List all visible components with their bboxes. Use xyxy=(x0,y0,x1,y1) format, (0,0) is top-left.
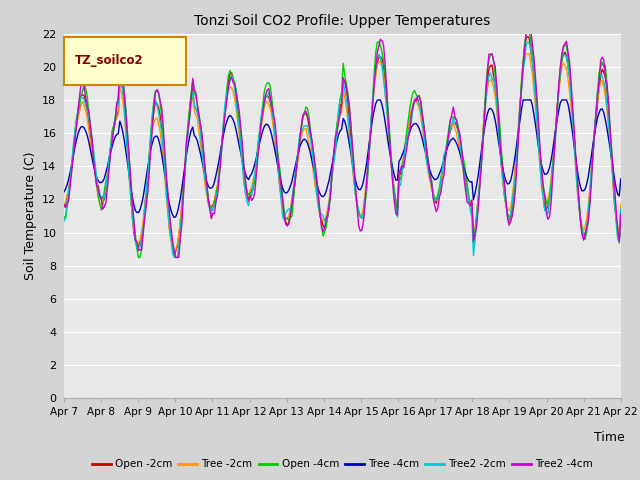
Legend: Open -2cm, Tree -2cm, Open -4cm, Tree -4cm, Tree2 -2cm, Tree2 -4cm: Open -2cm, Tree -2cm, Open -4cm, Tree -4… xyxy=(88,455,597,473)
Tree2 -2cm xyxy=(589,152,596,158)
Open -2cm xyxy=(129,212,136,218)
Y-axis label: Soil Temperature (C): Soil Temperature (C) xyxy=(24,152,36,280)
Open -2cm xyxy=(246,192,254,198)
Tree2 -4cm xyxy=(129,199,136,204)
Tree -4cm xyxy=(170,215,178,220)
Line: Open -2cm: Open -2cm xyxy=(64,36,621,255)
Line: Tree -2cm: Tree -2cm xyxy=(64,54,621,252)
Open -2cm xyxy=(524,34,532,39)
Line: Tree -4cm: Tree -4cm xyxy=(64,100,621,217)
Tree2 -4cm xyxy=(228,74,236,80)
X-axis label: Time: Time xyxy=(595,431,625,444)
FancyBboxPatch shape xyxy=(64,37,186,84)
Open -4cm xyxy=(617,211,625,217)
Tree2 -4cm xyxy=(525,23,533,29)
Tree -4cm xyxy=(228,114,236,120)
Tree -2cm xyxy=(589,150,596,156)
Open -4cm xyxy=(305,114,313,120)
Tree -2cm xyxy=(129,211,136,217)
Tree -4cm xyxy=(375,97,383,103)
Tree2 -4cm xyxy=(246,192,254,198)
Tree2 -4cm xyxy=(255,140,263,145)
Tree -4cm xyxy=(129,193,136,199)
Open -2cm xyxy=(589,153,596,159)
Tree2 -2cm xyxy=(305,131,313,136)
Tree -2cm xyxy=(228,84,236,90)
Line: Open -4cm: Open -4cm xyxy=(64,25,621,257)
Open -4cm xyxy=(60,214,68,219)
Tree2 -2cm xyxy=(255,131,263,137)
Tree2 -4cm xyxy=(589,152,596,157)
Tree -2cm xyxy=(524,51,532,57)
Tree2 -4cm xyxy=(60,202,68,208)
Open -2cm xyxy=(60,204,68,210)
Tree -2cm xyxy=(170,249,178,254)
Open -4cm xyxy=(129,203,136,208)
Tree2 -2cm xyxy=(246,192,254,197)
Tree2 -4cm xyxy=(172,254,179,260)
Open -2cm xyxy=(305,123,313,129)
Tree -4cm xyxy=(589,142,596,147)
Tree -4cm xyxy=(60,189,68,195)
Tree -4cm xyxy=(617,176,625,181)
Tree -4cm xyxy=(305,145,313,151)
Open -4cm xyxy=(589,149,596,155)
Open -2cm xyxy=(617,205,625,211)
Tree -2cm xyxy=(246,188,254,193)
Open -4cm xyxy=(134,254,142,260)
Open -4cm xyxy=(246,190,254,195)
Tree2 -2cm xyxy=(60,218,68,224)
Tree2 -2cm xyxy=(617,206,625,212)
Tree2 -4cm xyxy=(617,212,625,217)
Open -2cm xyxy=(255,133,263,139)
Tree -4cm xyxy=(255,141,263,146)
Open -4cm xyxy=(524,23,532,28)
Open -2cm xyxy=(228,70,236,75)
Open -2cm xyxy=(170,252,178,258)
Tree2 -2cm xyxy=(228,73,236,79)
Tree -2cm xyxy=(617,202,625,207)
Tree -2cm xyxy=(255,138,263,144)
Open -4cm xyxy=(228,71,236,77)
Tree -2cm xyxy=(60,203,68,209)
Text: TZ_soilco2: TZ_soilco2 xyxy=(75,54,144,68)
Tree2 -4cm xyxy=(305,119,313,125)
Tree2 -2cm xyxy=(129,214,136,220)
Tree -4cm xyxy=(246,173,254,179)
Open -4cm xyxy=(255,131,263,136)
Title: Tonzi Soil CO2 Profile: Upper Temperatures: Tonzi Soil CO2 Profile: Upper Temperatur… xyxy=(195,14,490,28)
Tree2 -2cm xyxy=(170,254,178,260)
Tree -2cm xyxy=(305,141,313,147)
Tree2 -2cm xyxy=(524,39,532,45)
Line: Tree2 -4cm: Tree2 -4cm xyxy=(64,26,621,257)
Line: Tree2 -2cm: Tree2 -2cm xyxy=(64,42,621,257)
